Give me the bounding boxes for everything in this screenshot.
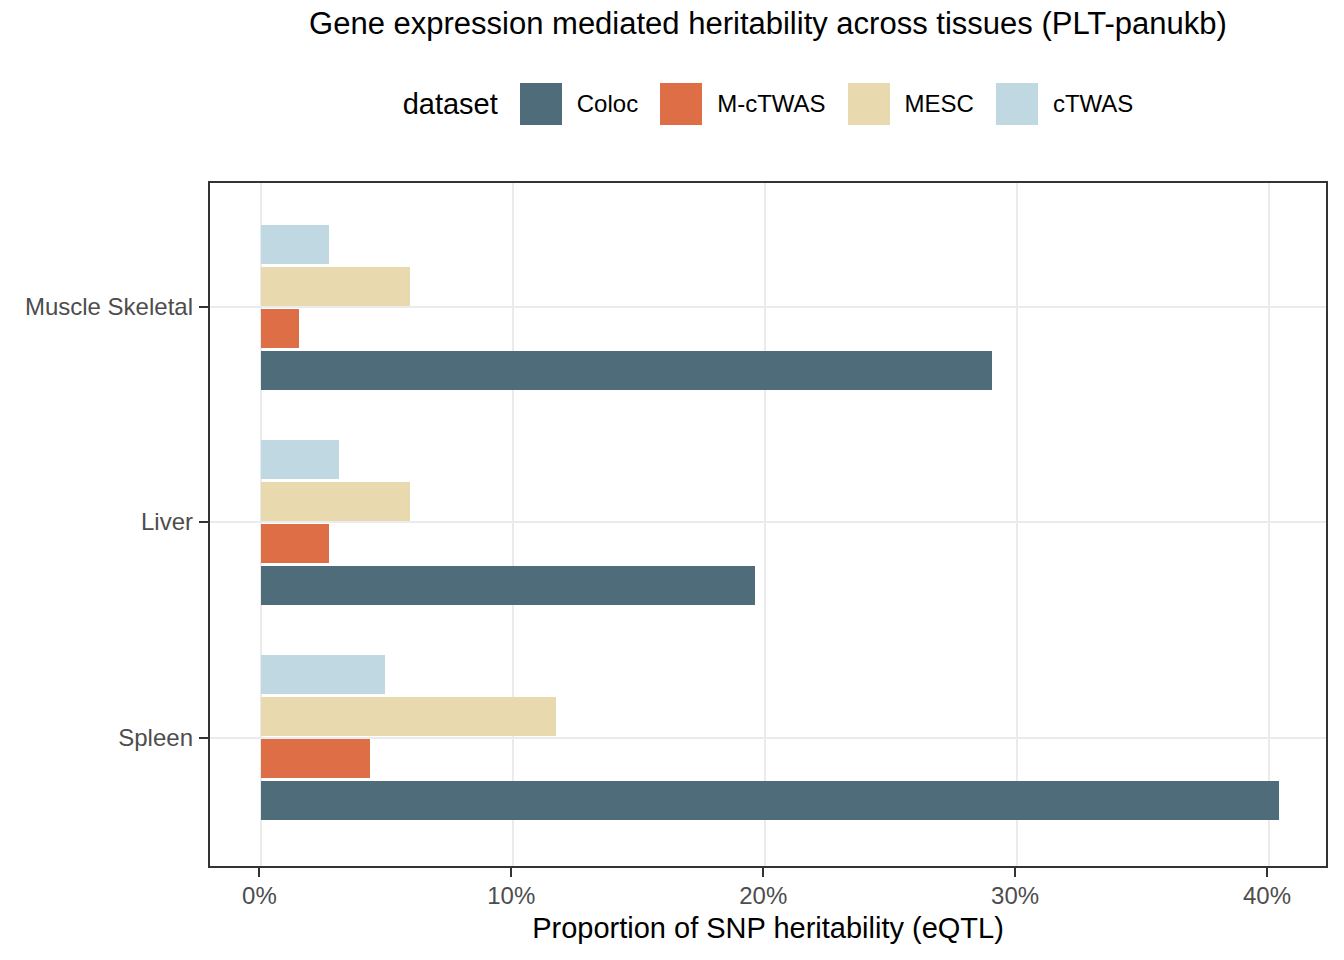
x-gridline (1268, 183, 1270, 866)
legend-swatch-mesc (848, 83, 890, 125)
x-axis-title: Proportion of SNP heritability (eQTL) (208, 912, 1328, 945)
x-axis-tick (258, 868, 260, 877)
y-tick-label-muscle-skeletal: Muscle Skeletal (25, 293, 193, 321)
y-tick-label-spleen: Spleen (118, 724, 193, 752)
x-axis-tick (510, 868, 512, 877)
y-gridline (210, 306, 1326, 308)
y-axis-tick (199, 737, 208, 739)
legend-title: dataset (403, 88, 498, 121)
x-axis-tick (762, 868, 764, 877)
x-tick-label: 10% (487, 882, 535, 910)
legend-swatch-m-ctwas (660, 83, 702, 125)
bar-ctwas-spleen (261, 655, 384, 694)
x-gridline (764, 183, 766, 866)
y-gridline (210, 737, 1326, 739)
bar-ctwas-liver (261, 440, 339, 479)
bar-mesc-liver (261, 482, 410, 521)
bar-m-ctwas-spleen (261, 739, 369, 778)
bar-mesc-muscle-skeletal (261, 267, 410, 306)
x-gridline (1016, 183, 1018, 866)
bar-coloc-liver (261, 566, 755, 605)
x-tick-label: 40% (1243, 882, 1291, 910)
x-axis-tick (1014, 868, 1016, 877)
legend-item-coloc: Coloc (520, 83, 638, 125)
legend-item-m-ctwas: M-cTWAS (660, 83, 825, 125)
bar-m-ctwas-muscle-skeletal (261, 309, 299, 348)
legend-label: MESC (905, 90, 974, 118)
plot-panel (208, 181, 1328, 868)
x-gridline (512, 183, 514, 866)
y-axis-tick (199, 521, 208, 523)
bar-ctwas-muscle-skeletal (261, 225, 329, 264)
legend-label: M-cTWAS (717, 90, 825, 118)
legend-label: cTWAS (1053, 90, 1133, 118)
bar-coloc-muscle-skeletal (261, 351, 992, 390)
y-gridline (210, 521, 1326, 523)
legend-swatch-ctwas (996, 83, 1038, 125)
x-axis-tick (1266, 868, 1268, 877)
legend-swatch-coloc (520, 83, 562, 125)
bar-mesc-spleen (261, 697, 556, 736)
bar-coloc-spleen (261, 781, 1279, 820)
chart-title: Gene expression mediated heritability ac… (208, 6, 1328, 42)
bar-m-ctwas-liver (261, 524, 329, 563)
legend-label: Coloc (577, 90, 638, 118)
y-axis-tick (199, 306, 208, 308)
x-tick-label: 20% (739, 882, 787, 910)
legend-item-ctwas: cTWAS (996, 83, 1133, 125)
y-tick-label-liver: Liver (141, 508, 193, 536)
legend: dataset Coloc M-cTWAS MESC cTWAS (208, 78, 1328, 130)
legend-item-mesc: MESC (848, 83, 974, 125)
x-tick-label: 30% (991, 882, 1039, 910)
x-tick-label: 0% (242, 882, 277, 910)
